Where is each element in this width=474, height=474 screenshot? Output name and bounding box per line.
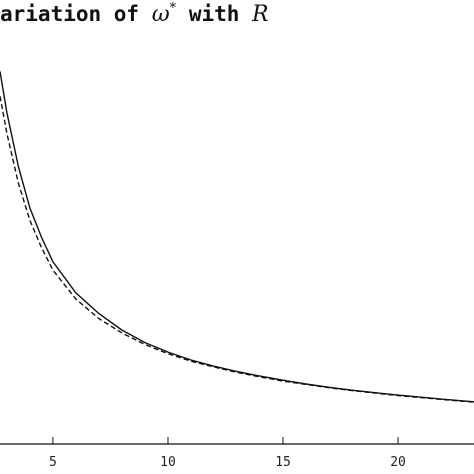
x-tick-label: 5	[49, 455, 57, 470]
plot-lines	[0, 71, 474, 403]
chart-title-connector: with	[176, 2, 252, 26]
chart-title-omega: ω	[152, 2, 170, 27]
x-tick-label: 15	[275, 455, 291, 470]
svg-text:ariation of ω* with R: ariation of ω* with R	[0, 1, 269, 27]
chart-title-variable: R	[251, 2, 269, 27]
chart-title: ariation of ω* with R	[0, 1, 269, 27]
chart-title-superscript: *	[170, 1, 177, 16]
x-tick-label: 10	[160, 455, 176, 470]
chart-title-prefix: ariation of	[0, 2, 152, 26]
series-line-2-dashed	[0, 96, 474, 403]
series-line-1-solid	[0, 71, 474, 403]
x-tick-label: 20	[390, 455, 406, 470]
x-ticks: 5 10 15 20	[49, 437, 406, 470]
